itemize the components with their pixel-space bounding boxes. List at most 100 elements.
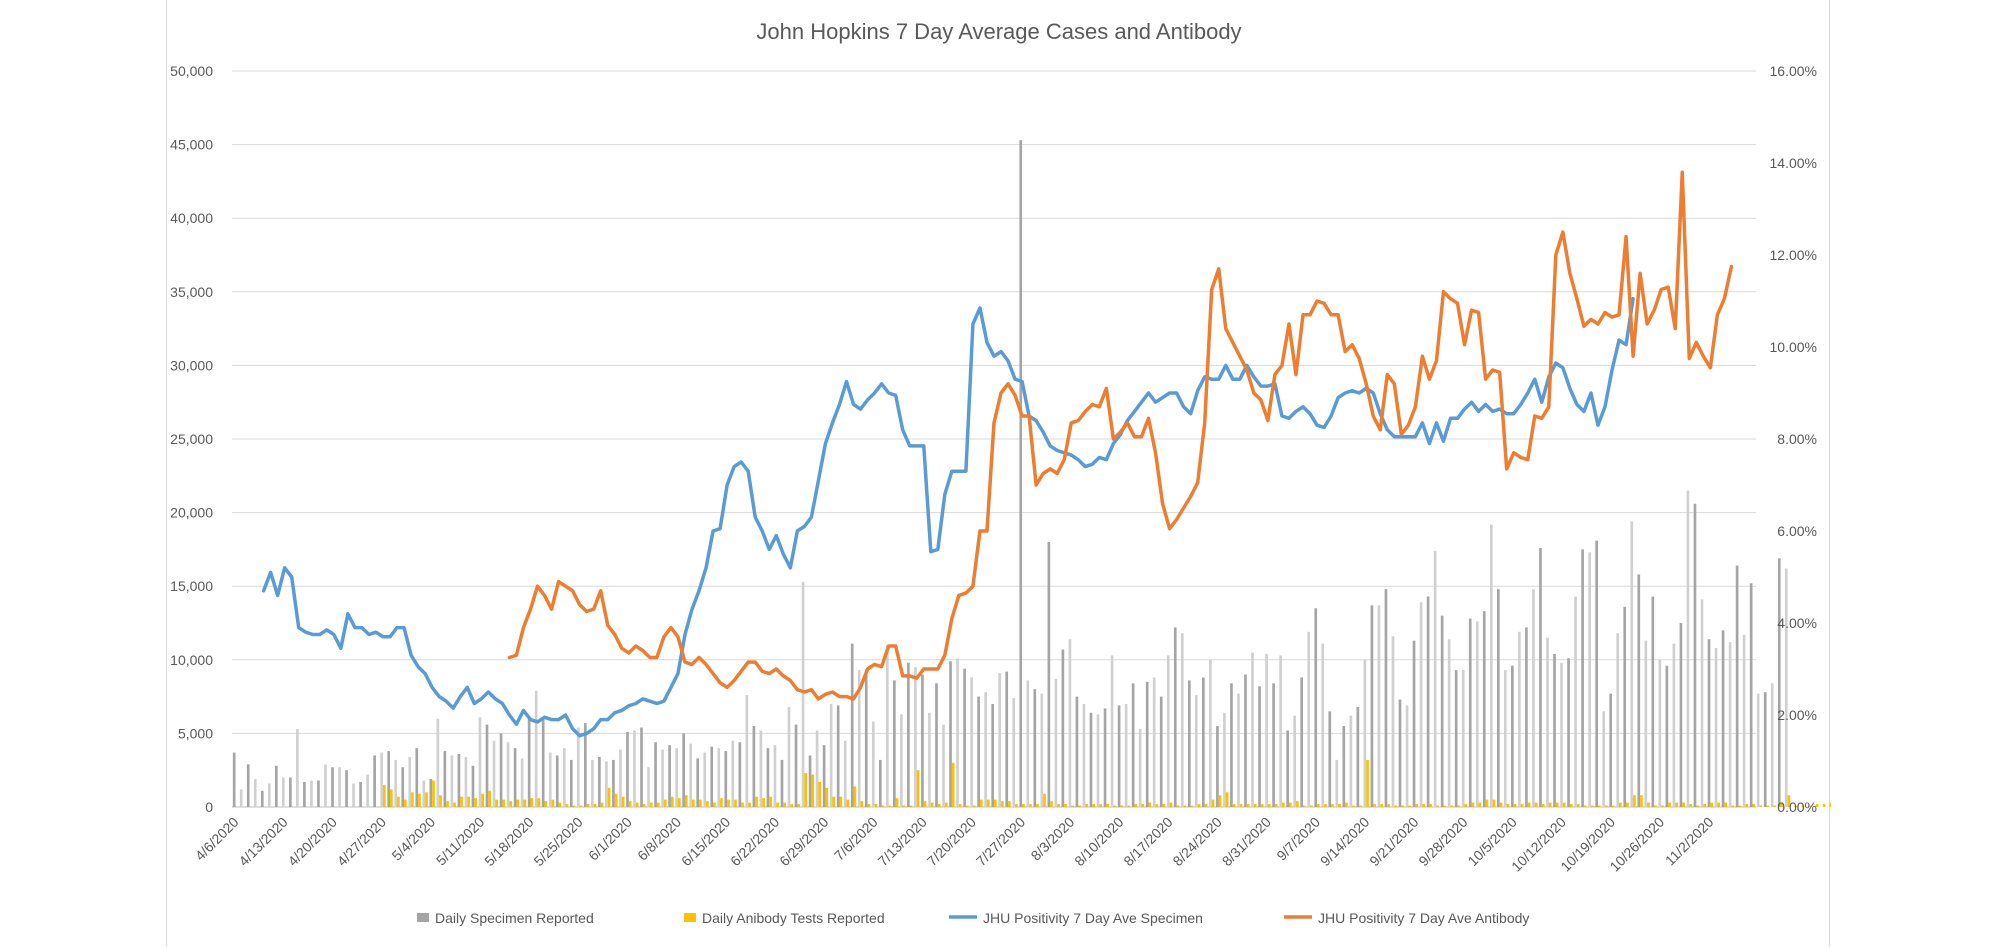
y-left-tick-label: 25,000 <box>170 431 213 447</box>
specimen-positivity-line <box>261 296 1635 738</box>
specimen-bar <box>359 781 362 807</box>
x-tick-label: 8/24/2020 <box>1169 814 1225 870</box>
chart-title: John Hopkins 7 Day Average Cases and Ant… <box>756 19 1241 44</box>
antibody-bar <box>621 796 625 807</box>
specimen-bar <box>527 718 531 807</box>
specimen-bar <box>520 758 524 807</box>
specimen-bar <box>253 779 257 807</box>
specimen-bar <box>885 645 889 807</box>
antibody-bar <box>1605 805 1608 807</box>
specimen-bar <box>949 661 952 807</box>
specimen-bar <box>1686 490 1690 807</box>
antibody-bar <box>1569 804 1573 807</box>
specimen-bar <box>1770 683 1774 807</box>
antibody-bar <box>1373 804 1376 807</box>
antibody-bar <box>1218 795 1222 807</box>
specimen-bar <box>1602 711 1606 807</box>
antibody-bar <box>1064 804 1067 807</box>
antibody-bar <box>895 798 899 807</box>
y-left-tick-label: 20,000 <box>170 505 213 521</box>
specimen-bar <box>850 643 854 807</box>
specimen-bar <box>1665 665 1669 807</box>
specimen-bar <box>619 749 622 807</box>
antibody-bar <box>1626 802 1629 807</box>
specimen-bar <box>1539 547 1542 807</box>
specimen-bar <box>1412 640 1416 807</box>
antibody-bar <box>839 796 843 807</box>
x-tick-label: 8/10/2020 <box>1071 814 1127 870</box>
antibody-bar <box>1331 804 1334 807</box>
specimen-bar <box>1216 726 1219 807</box>
antibody-bar <box>1450 805 1454 807</box>
specimen-bar <box>239 789 243 807</box>
specimen-bar <box>1075 696 1079 807</box>
specimen-bar <box>260 790 264 807</box>
specimen-bar <box>394 759 398 807</box>
y-right-tick-label: 4.00% <box>1777 615 1817 631</box>
specimen-bar <box>1588 552 1591 807</box>
specimen-bar <box>928 712 931 807</box>
specimen-bar <box>724 751 728 807</box>
specimen-bar <box>717 748 721 807</box>
antibody-bar <box>790 804 793 807</box>
antibody-bar <box>1485 799 1489 807</box>
specimen-bar <box>1180 633 1184 807</box>
antibody-bar <box>1288 802 1292 807</box>
specimen-bar <box>506 742 510 807</box>
specimen-bar <box>1047 542 1051 807</box>
antibody-bar <box>446 801 449 807</box>
specimen-bar <box>661 749 664 807</box>
specimen-bar <box>1721 630 1725 807</box>
specimen-bar <box>485 724 489 807</box>
y-right-tick-label: 0.00% <box>1777 799 1817 815</box>
antibody-bar <box>1246 804 1250 807</box>
specimen-bar <box>829 703 833 807</box>
specimen-bar <box>274 765 278 807</box>
antibody-bar <box>699 799 702 807</box>
specimen-bar <box>1019 140 1023 807</box>
antibody-bar <box>1239 804 1243 807</box>
specimen-bar <box>773 745 777 807</box>
specimen-bar <box>450 755 454 807</box>
specimen-bar <box>1426 596 1430 807</box>
y-left-tick-label: 30,000 <box>170 357 213 373</box>
specimen-bar <box>1321 643 1325 807</box>
antibody-bar <box>1015 804 1018 807</box>
specimen-bar <box>1433 550 1437 807</box>
antibody-bar <box>1745 804 1749 807</box>
antibody-bar <box>930 802 934 807</box>
x-tick-label: 9/14/2020 <box>1317 814 1373 870</box>
antibody-bar <box>944 802 948 807</box>
specimen-bar <box>1370 605 1374 807</box>
antibody-bar <box>958 804 962 807</box>
antibody-bar <box>670 796 674 807</box>
antibody-bar <box>1752 804 1756 807</box>
antibody-bar <box>1583 805 1587 807</box>
antibody-bar <box>1457 805 1461 807</box>
x-tick-label: 7/27/2020 <box>973 814 1029 870</box>
specimen-bar <box>1595 540 1598 807</box>
specimen-bar <box>1026 680 1030 807</box>
specimen-bar <box>317 780 320 807</box>
specimen-bar <box>633 730 636 807</box>
specimen-bar <box>1138 728 1142 807</box>
antibody-bar <box>1281 802 1285 807</box>
antibody-bar <box>1197 804 1201 807</box>
specimen-bar <box>1166 655 1170 807</box>
x-tick-label: 8/17/2020 <box>1120 814 1176 870</box>
specimen-bar <box>1005 671 1009 807</box>
specimen-bar <box>1489 524 1493 807</box>
antibody-bar <box>635 802 639 807</box>
antibody-bar <box>600 802 604 807</box>
specimen-bar <box>1335 759 1339 807</box>
antibody-bar <box>1155 804 1159 807</box>
antibody-bar <box>649 802 653 807</box>
specimen-bar <box>703 752 707 807</box>
specimen-bar <box>963 668 966 807</box>
specimen-bar <box>1089 712 1093 807</box>
specimen-bar <box>822 745 826 807</box>
specimen-bar <box>1251 652 1254 807</box>
specimen-bar <box>232 752 236 807</box>
specimen-bar <box>282 777 285 807</box>
antibody-bar <box>481 793 484 807</box>
